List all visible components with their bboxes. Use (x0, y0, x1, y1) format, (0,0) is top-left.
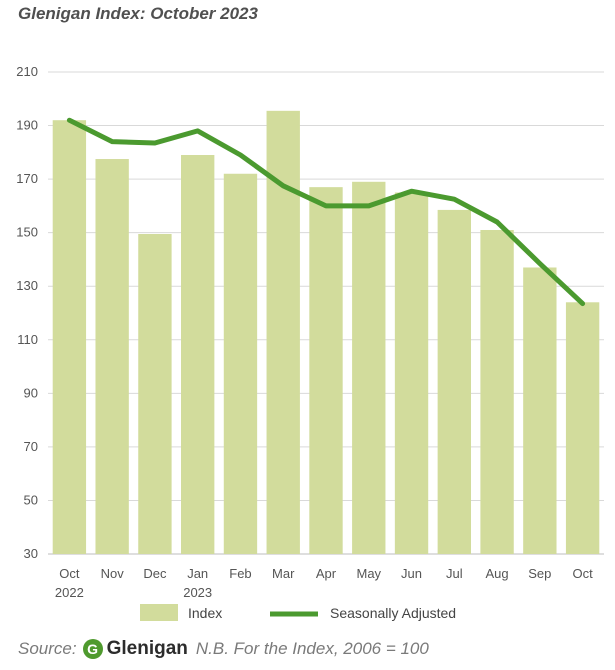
seasonally-adjusted-series-line (66, 117, 586, 307)
bar-5 (223, 173, 258, 554)
glenigan-logo-icon: G (82, 639, 103, 659)
chart-title: Glenigan Index: October 2023 (18, 4, 258, 23)
bar-12 (523, 267, 557, 554)
bar-2 (95, 159, 129, 554)
x-tick-label: Nov (101, 566, 125, 581)
x-tick-year-label: 2023 (183, 585, 212, 600)
y-tick-label: 110 (17, 332, 38, 347)
bar-4 (181, 155, 215, 554)
bar-10 (437, 209, 471, 554)
x-tick-year-label: 2022 (55, 585, 84, 600)
y-tick-label: 90 (24, 385, 38, 400)
bar-8 (352, 181, 386, 555)
x-tick-label: Jul (446, 566, 463, 581)
x-tick-label: May (356, 566, 381, 581)
x-tick-label: Oct (572, 566, 593, 581)
legend: Index Seasonally Adjusted (140, 604, 456, 621)
y-tick-label: 30 (24, 546, 38, 561)
x-tick-label: Sep (528, 566, 551, 581)
x-tick-label: Feb (229, 566, 251, 581)
bar-13 (565, 302, 600, 554)
bar-11 (480, 229, 514, 554)
y-tick-label: 70 (24, 439, 38, 454)
seasonally-adjusted-line (66, 117, 586, 307)
index-bars (52, 110, 600, 555)
y-tick-label: 50 (24, 492, 38, 507)
y-tick-label: 170 (16, 171, 38, 186)
y-tick-label: 130 (16, 278, 38, 293)
source-note: N.B. For the Index, 2006 = 100 (195, 639, 429, 658)
y-tick-label: 210 (16, 64, 38, 79)
x-tick-label: Mar (272, 566, 295, 581)
source-label: Source: (18, 639, 77, 658)
bar-3 (138, 234, 172, 554)
chart-canvas: 30 50 70 90 110 130 150 170 190 210 Oct 2022 Nov Dec… (16, 64, 604, 621)
source-line: Source: G Glenigan N.B. For the Index, 2… (18, 636, 429, 662)
x-axis-ticks: Oct 2022 Nov Dec Jan 2023 Feb Mar Apr May Jun Jul Au… (55, 566, 593, 600)
bar-1 (52, 120, 87, 554)
y-axis-ticks: 30 50 70 90 110 130 150 170 190 210 (16, 64, 38, 561)
legend-label-seasonally-adjusted: Seasonally Adjusted (330, 605, 456, 621)
x-tick-label: Aug (486, 566, 509, 581)
x-tick-label: Jun (401, 566, 422, 581)
x-tick-label: Apr (316, 566, 337, 581)
x-tick-label: Jan (187, 566, 208, 581)
glenigan-logo-text: Glenigan (106, 638, 188, 659)
legend-label-index: Index (188, 605, 222, 621)
y-tick-label: 150 (16, 225, 38, 240)
bar-9 (394, 192, 429, 554)
y-tick-label: 190 (16, 118, 38, 133)
x-tick-label: Oct (59, 566, 80, 581)
x-tick-label: Dec (143, 566, 167, 581)
bar-7 (309, 187, 343, 554)
legend-swatch-index (140, 604, 178, 621)
